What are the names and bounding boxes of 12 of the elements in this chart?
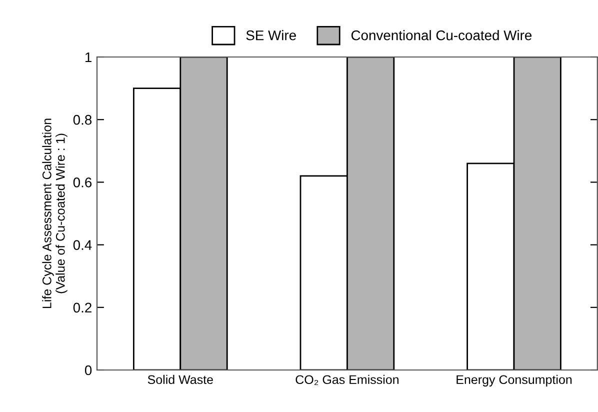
- y-axis-title: Life Cycle Assessment Calculation (Value of Cu-coated Wire : 1): [42, 118, 68, 308]
- x-tick-label: CO₂ Gas Emission: [296, 374, 398, 385]
- y-tick-label: 0.2: [73, 302, 92, 313]
- y-tick-label: 0: [84, 365, 92, 376]
- x-tick-label: Energy Consumption: [456, 374, 572, 387]
- y-tick-label: 0.8: [73, 114, 92, 125]
- y-tick-label: 0.4: [73, 240, 92, 250]
- legend-label: SE Wire: [246, 30, 296, 40]
- legend-label: Conventional Cu-coated Wire: [351, 30, 532, 40]
- y-tick-label: 1: [85, 52, 92, 62]
- x-tick-label: Solid Waste: [148, 374, 213, 384]
- y-tick-label: 0.6: [73, 178, 92, 188]
